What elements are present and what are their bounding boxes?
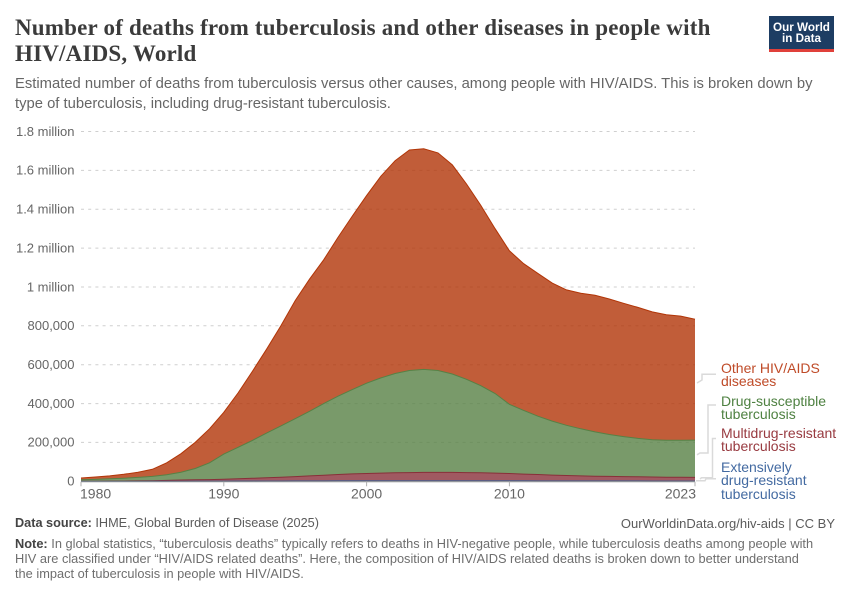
svg-text:600,000: 600,000 (28, 357, 75, 372)
svg-text:2023: 2023 (665, 486, 696, 502)
svg-text:200,000: 200,000 (28, 435, 75, 450)
svg-text:800,000: 800,000 (28, 318, 75, 333)
svg-text:400,000: 400,000 (28, 396, 75, 411)
svg-text:1.4 million: 1.4 million (16, 202, 75, 217)
svg-text:1.2 million: 1.2 million (16, 240, 75, 255)
svg-text:1990: 1990 (208, 486, 239, 502)
svg-text:1.6 million: 1.6 million (16, 163, 75, 178)
svg-text:2010: 2010 (494, 486, 525, 502)
svg-text:1980: 1980 (80, 486, 111, 502)
svg-text:2000: 2000 (351, 486, 382, 502)
svg-text:1.8 million: 1.8 million (16, 124, 75, 139)
svg-text:1 million: 1 million (27, 279, 75, 294)
svg-text:0: 0 (67, 474, 74, 489)
